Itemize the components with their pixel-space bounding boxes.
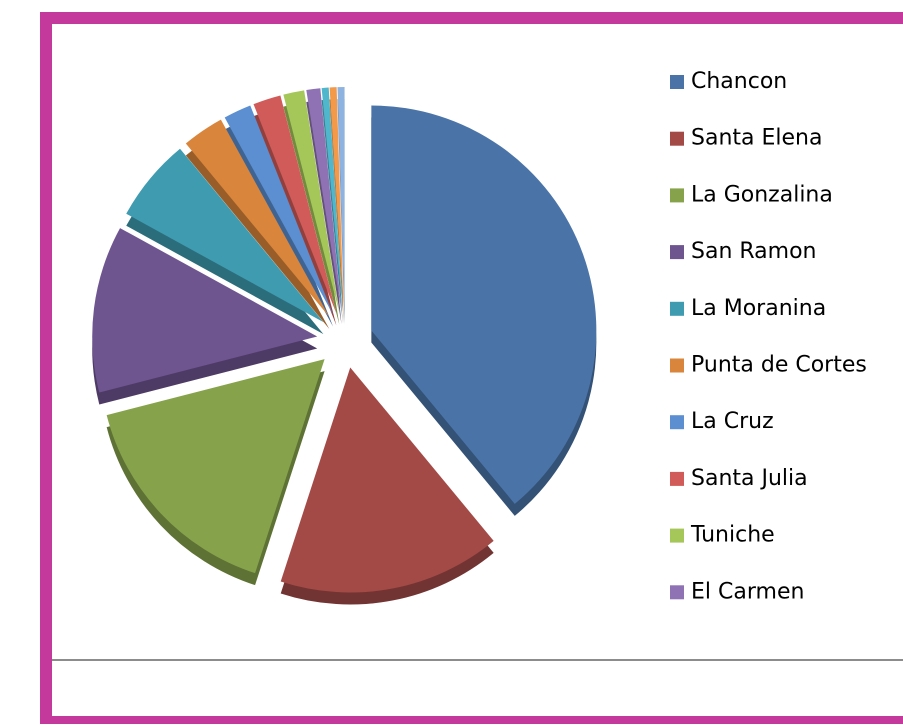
slice — [185, 119, 330, 317]
legend-swatch — [670, 415, 684, 430]
legend-label: El Carmen — [691, 579, 804, 604]
slice-side — [329, 99, 344, 325]
slice — [371, 105, 597, 504]
legend-label: Santa Julia — [691, 466, 808, 491]
pie — [92, 87, 597, 605]
legend-label: La Cruz — [691, 409, 774, 434]
legend-label: Santa Elena — [691, 126, 822, 151]
slice — [106, 359, 325, 574]
slice-side — [224, 117, 334, 327]
legend-swatch — [670, 358, 684, 373]
legend-label: Chancon — [691, 69, 787, 94]
slice-side — [321, 99, 343, 325]
legend-swatch — [670, 528, 684, 543]
slice — [337, 87, 345, 313]
legend-swatch — [670, 245, 684, 260]
legend-swatch — [670, 188, 684, 203]
slice — [306, 88, 342, 313]
legend-label: Punta de Cortes — [691, 353, 867, 378]
legend-label: Tuniche — [690, 523, 775, 548]
legend-label: La Moranina — [691, 296, 826, 321]
slice-side — [283, 102, 340, 325]
slice — [253, 95, 337, 314]
legend-label: San Ramon — [691, 239, 817, 264]
slice — [224, 105, 334, 315]
legend-label: La Gonzalina — [691, 182, 833, 207]
legend: Chancon Santa Elena La Gonzalina San Ramon L… — [670, 69, 867, 604]
slice — [329, 87, 344, 313]
slice — [126, 148, 324, 323]
legend-swatch — [670, 75, 684, 89]
slice — [92, 228, 318, 393]
legend-swatch — [670, 585, 684, 600]
slice — [321, 87, 343, 313]
slice — [280, 367, 494, 593]
slice — [283, 90, 340, 313]
legend-swatch — [670, 471, 684, 486]
legend-swatch — [670, 131, 684, 146]
slice-side — [306, 100, 342, 325]
legend-swatch — [670, 301, 684, 316]
